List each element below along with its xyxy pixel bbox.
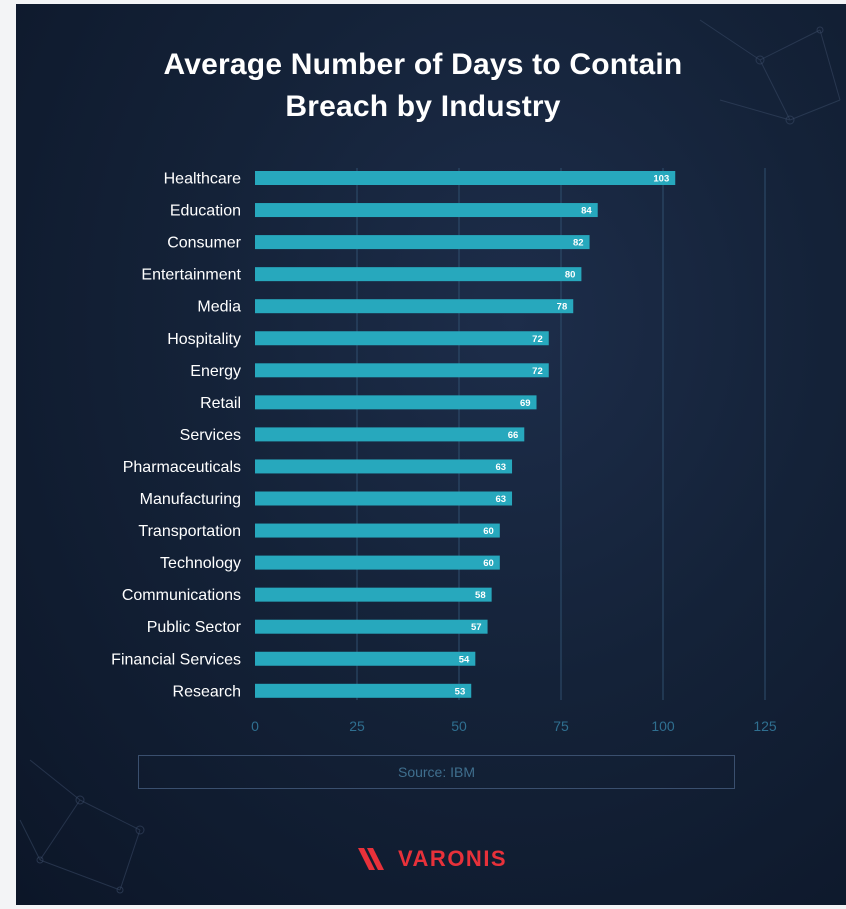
data-label: 66	[508, 430, 519, 441]
x-tick-label: 50	[451, 718, 467, 734]
category-label: Media	[197, 299, 241, 316]
category-label: Manufacturing	[140, 491, 241, 508]
varonis-logo: VARONIS	[358, 844, 507, 874]
source-box: Source: IBM	[138, 755, 735, 789]
data-label: 72	[532, 366, 543, 377]
bar	[255, 363, 549, 378]
data-label: 78	[557, 302, 568, 313]
x-tick-label: 100	[651, 718, 675, 734]
category-label: Public Sector	[147, 619, 242, 636]
data-label: 63	[495, 462, 506, 473]
bar	[255, 619, 488, 634]
data-label: 80	[565, 270, 576, 281]
bar	[255, 331, 549, 346]
bar	[255, 299, 574, 314]
data-label: 72	[532, 334, 543, 345]
category-label: Pharmaceuticals	[123, 459, 241, 476]
category-label: Education	[170, 203, 241, 220]
data-label: 60	[483, 558, 494, 569]
data-label: 58	[475, 590, 486, 601]
bar	[255, 523, 500, 538]
category-label: Financial Services	[111, 651, 241, 668]
category-label: Services	[180, 427, 241, 444]
category-label: Communications	[122, 587, 241, 604]
brand-name: VARONIS	[398, 846, 508, 871]
category-label: Entertainment	[141, 267, 241, 284]
data-label: 103	[653, 174, 669, 185]
bar	[255, 235, 590, 250]
bar	[255, 395, 537, 410]
bar	[255, 267, 582, 282]
data-label: 69	[520, 398, 531, 409]
data-label: 82	[573, 238, 584, 249]
title-line-1: Average Number of Days to Contain	[163, 48, 683, 81]
category-label: Retail	[200, 395, 241, 412]
x-tick-label: 0	[251, 718, 259, 734]
chart-title: Average Number of Days to Contain Breach…	[0, 44, 846, 128]
data-label: 57	[471, 622, 482, 633]
source-text: Source: IBM	[397, 764, 476, 780]
bar	[255, 171, 676, 185]
bar	[255, 683, 472, 698]
x-tick-label: 75	[553, 718, 569, 734]
category-label: Healthcare	[164, 171, 241, 188]
bar	[255, 203, 598, 218]
bar	[255, 651, 476, 666]
title-line-2: Breach by Industry	[285, 90, 561, 123]
category-label: Research	[173, 683, 241, 700]
x-tick-label: 25	[349, 718, 365, 734]
category-label: Transportation	[138, 523, 241, 540]
x-tick-label: 125	[753, 718, 777, 734]
data-label: 84	[581, 206, 592, 217]
category-label: Technology	[160, 555, 241, 572]
bar	[255, 427, 525, 442]
infographic-card	[16, 4, 846, 905]
data-label: 54	[459, 654, 470, 665]
category-label: Hospitality	[167, 331, 241, 348]
bar	[255, 459, 513, 474]
data-label: 53	[455, 686, 466, 697]
bar	[255, 555, 500, 570]
category-label: Consumer	[167, 235, 241, 252]
data-label: 60	[483, 526, 494, 537]
bar	[255, 587, 492, 602]
data-label: 63	[495, 494, 506, 505]
varonis-chevron-icon	[358, 848, 384, 870]
category-label: Energy	[190, 363, 241, 380]
bar	[255, 491, 513, 506]
